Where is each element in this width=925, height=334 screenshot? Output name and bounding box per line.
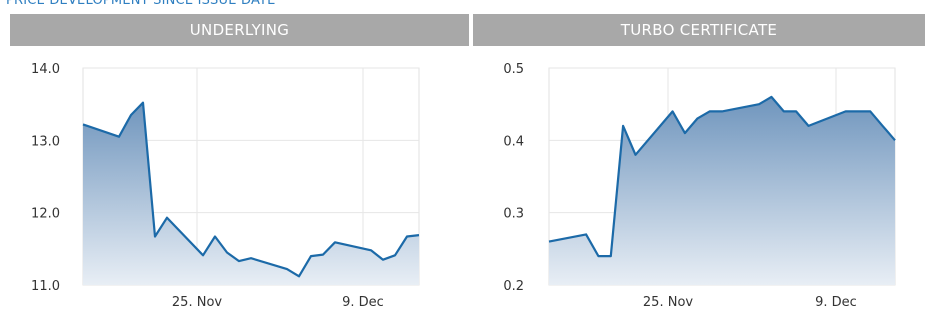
underlying-data-point (166, 217, 168, 219)
turbo-data-point (622, 125, 624, 127)
underlying-y-tick-label: 13.0 (31, 134, 60, 149)
turbo-data-point (857, 110, 859, 112)
underlying-data-point (310, 255, 312, 257)
turbo-data-point (597, 255, 599, 257)
tab-underlying[interactable]: UNDERLYING (10, 14, 469, 46)
underlying-data-point (418, 234, 420, 236)
underlying-data-point (334, 241, 336, 243)
turbo-data-point (807, 125, 809, 127)
turbo-data-point (770, 96, 772, 98)
turbo-data-point (610, 255, 612, 257)
turbo-data-point (708, 110, 710, 112)
underlying-data-point (406, 235, 408, 237)
underlying-data-point (142, 102, 144, 104)
underlying-data-point (130, 114, 132, 116)
underlying-data-point (214, 235, 216, 237)
turbo-data-point (634, 154, 636, 156)
turbo-series-area (549, 96, 895, 286)
turbo-data-point (783, 110, 785, 112)
turbo-y-tick-label: 0.5 (503, 62, 524, 77)
underlying-data-point (322, 253, 324, 255)
underlying-data-point (250, 257, 252, 259)
underlying-y-tick-label: 11.0 (31, 279, 60, 294)
turbo-y-tick-label: 0.3 (503, 207, 524, 222)
turbo-y-tick-label: 0.4 (503, 134, 524, 149)
turbo-data-point (758, 103, 760, 105)
underlying-data-point (394, 254, 396, 256)
underlying-data-point (118, 136, 120, 138)
underlying-data-point (82, 123, 84, 125)
tab-turbo-certificate[interactable]: TURBO CERTIFICATE (473, 14, 925, 46)
underlying-y-tick-label: 12.0 (31, 207, 60, 222)
turbo-y-tick-label: 0.2 (503, 279, 524, 294)
underlying-data-point (298, 275, 300, 277)
turbo-data-point (795, 110, 797, 112)
underlying-data-point (154, 235, 156, 237)
turbo-data-point (894, 139, 896, 141)
turbo-data-point (671, 110, 673, 112)
turbo-data-point (585, 233, 587, 235)
turbo-data-point (721, 110, 723, 112)
underlying-data-point (382, 259, 384, 261)
underlying-data-point (370, 249, 372, 251)
underlying-data-point (202, 254, 204, 256)
underlying-series-area (83, 102, 419, 285)
turbo-data-point (869, 110, 871, 112)
page-title: PRICE DEVELOPMENT SINCE ISSUE DATE (6, 0, 276, 8)
underlying-x-tick-label: 9. Dec (342, 295, 384, 310)
underlying-data-point (238, 260, 240, 262)
underlying-data-point (226, 251, 228, 253)
turbo-x-tick-label: 9. Dec (815, 295, 857, 310)
underlying-y-tick-label: 14.0 (31, 62, 60, 77)
underlying-x-tick-label: 25. Nov (172, 295, 222, 310)
turbo-series-line (548, 95, 896, 258)
turbo-data-point (844, 110, 846, 112)
turbo-x-tick-label: 25. Nov (643, 295, 693, 310)
turbo-data-point (548, 240, 550, 242)
turbo-data-point (696, 117, 698, 119)
underlying-data-point (286, 268, 288, 270)
underlying-series-line (82, 101, 420, 278)
turbo-data-point (881, 125, 883, 127)
turbo-data-point (684, 132, 686, 134)
